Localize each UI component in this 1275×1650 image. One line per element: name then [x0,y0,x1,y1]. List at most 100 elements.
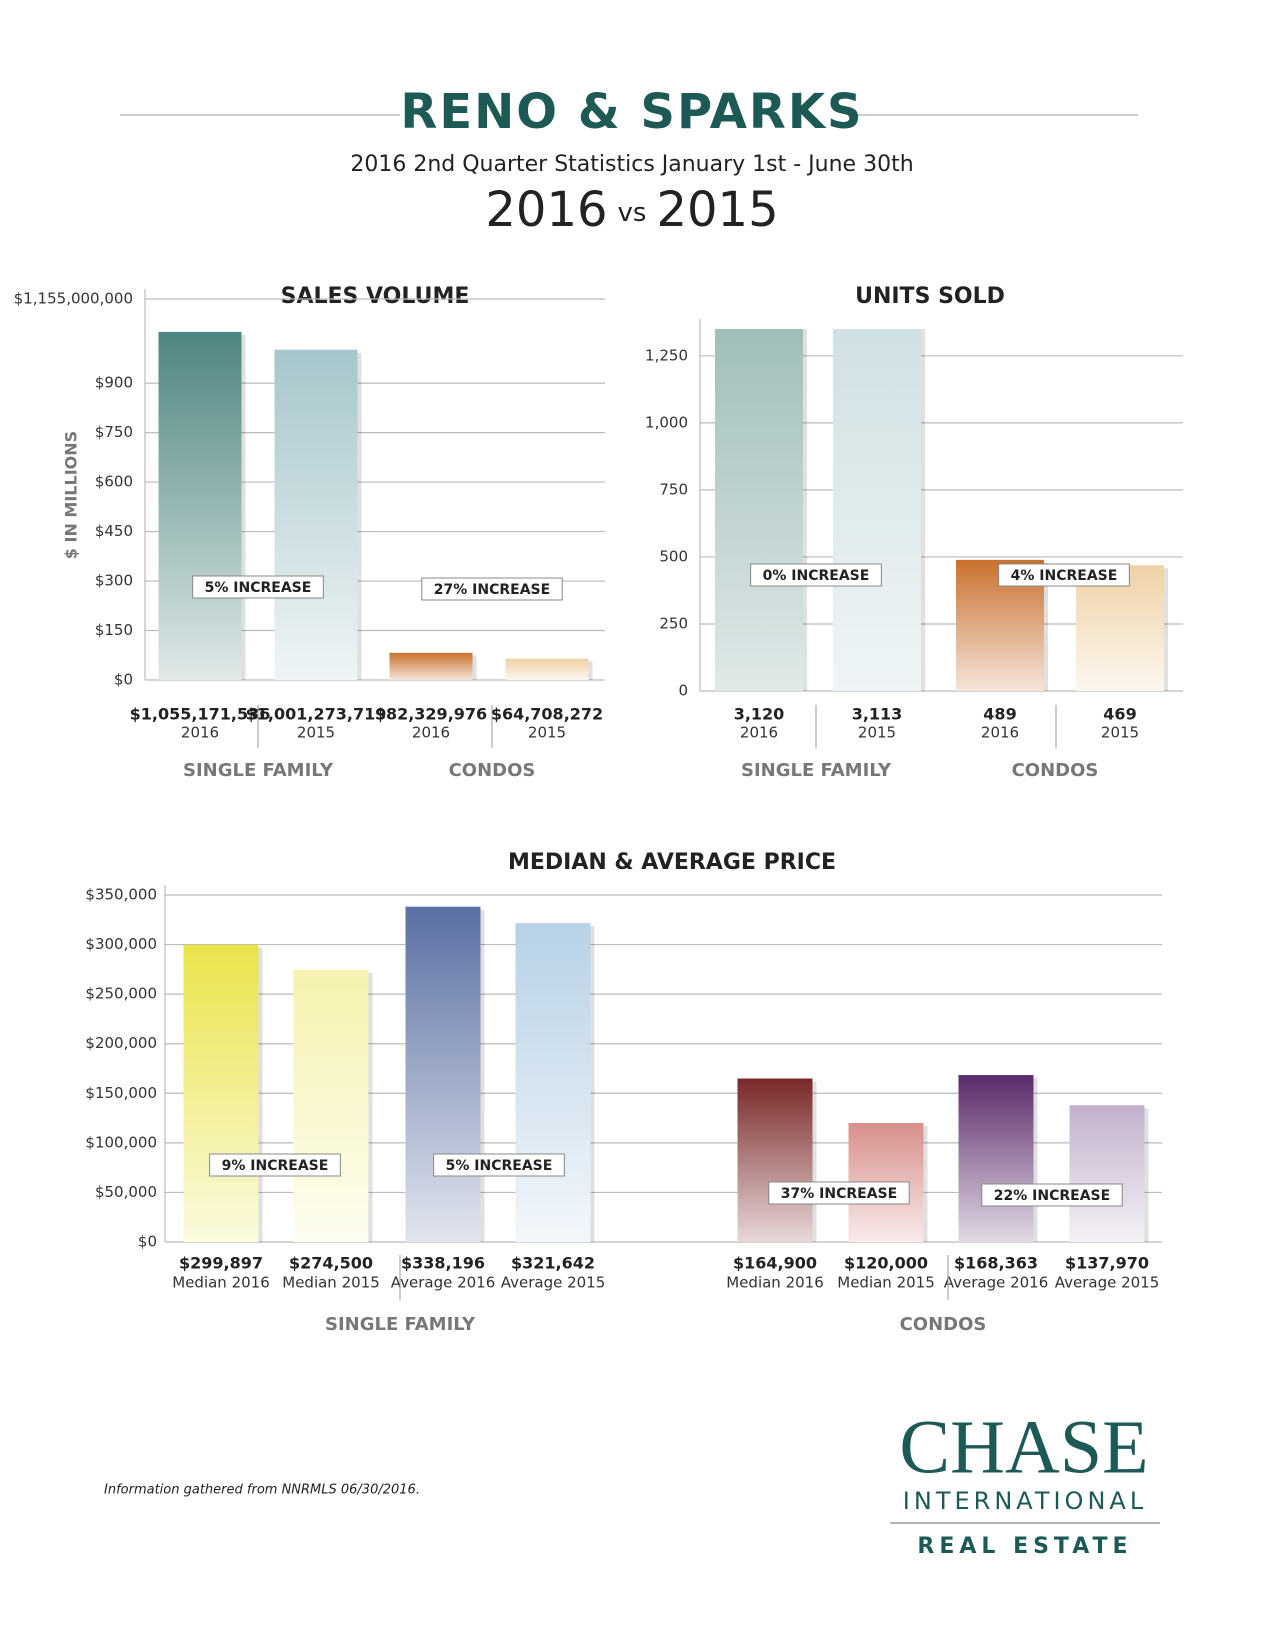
annotation: 4% INCREASE [1011,568,1118,584]
value-label: $338,196 [401,1254,485,1273]
y-tick-label: $600 [95,473,133,491]
y-tick-label: 1,000 [645,413,688,431]
bar [274,349,358,680]
chart-title: UNITS SOLD [855,284,1005,309]
value-label: $120,000 [844,1254,928,1273]
annotation-box [768,1181,910,1205]
x-tick-label: 2015 [858,724,896,742]
plot-area [715,329,1168,691]
y-tick-label: $50,000 [95,1183,157,1201]
value-label: $1,055,171,536 [130,705,271,724]
comparison-mid: vs [618,198,647,228]
footnote: Information gathered from NNRMLS 06/30/2… [104,1483,420,1498]
x-tick-label: 2016 [181,724,219,742]
annotation-box [981,1183,1123,1207]
x-tick-label: Median 2016 [726,1274,824,1292]
y-axis-label: $ IN MILLIONS [62,431,81,559]
x-tick-label: Median 2016 [172,1274,270,1292]
value-label: $321,642 [511,1254,595,1273]
value-label: $1,001,273,719 [246,705,387,724]
y-tick-label: $0 [114,671,133,689]
x-tick-label: Median 2015 [282,1274,380,1292]
y-tick-label: $0 [138,1233,157,1251]
group-label: SINGLE FAMILY [183,760,334,781]
x-tick-label: 2015 [297,724,335,742]
comparison-right: 2015 [656,182,778,238]
bar [737,1078,813,1242]
value-label: $64,708,272 [491,705,603,724]
y-tick-label: 250 [659,614,688,632]
annotation-box [998,563,1130,587]
y-tick-label: $350,000 [85,886,157,904]
x-tick-label: 2015 [1101,724,1139,742]
bar [293,969,369,1242]
chart-title: MEDIAN & AVERAGE PRICE [508,850,836,875]
value-label: 489 [983,705,1016,724]
chart-title: SALES VOLUME [281,284,470,309]
bar [389,652,473,680]
logo-tag: REAL ESTATE [917,1534,1132,1559]
y-tick-label: $300 [95,572,133,590]
group-label: SINGLE FAMILY [325,1314,476,1335]
value-label: $274,500 [289,1254,373,1273]
y-tick-label: $750 [95,423,133,441]
annotation-box [750,563,882,587]
group-label: CONDOS [900,1314,987,1335]
annotation: 5% INCREASE [446,1158,553,1174]
y-tick-label: $100,000 [85,1133,157,1151]
bar [505,658,589,680]
y-tick-label: 750 [659,480,688,498]
y-tick-label: $150 [95,621,133,639]
annotation-box [209,1153,341,1177]
y-tick-label: $450 [95,522,133,540]
bar [405,906,481,1242]
y-tick-label: $300,000 [85,935,157,953]
bar [1069,1105,1145,1242]
annotation-box [433,1153,565,1177]
annotation: 5% INCREASE [205,580,312,596]
title: RENO & SPARKS [400,84,863,140]
annotation: 0% INCREASE [763,568,870,584]
y-tick-label: $900 [95,374,133,392]
x-tick-label: Average 2015 [501,1274,606,1292]
bar [158,331,242,680]
value-label: $299,897 [179,1254,263,1273]
annotation-box [192,575,324,599]
annotation: 22% INCREASE [994,1188,1110,1204]
x-tick-label: Average 2016 [391,1274,496,1292]
annotation: 37% INCREASE [781,1186,897,1202]
value-label: 3,120 [734,705,785,724]
x-tick-label: 2016 [412,724,450,742]
annotation: 27% INCREASE [434,582,550,598]
group-label: CONDOS [1012,760,1099,781]
bar [833,329,921,691]
annotation: 9% INCREASE [222,1158,329,1174]
y-tick-label: $150,000 [85,1084,157,1102]
bar [515,923,591,1242]
value-label: $137,970 [1065,1254,1149,1273]
logo-sub: INTERNATIONAL [903,1487,1147,1515]
x-tick-label: 2016 [740,724,778,742]
x-tick-label: Average 2015 [1055,1274,1160,1292]
y-tick-label: 500 [659,547,688,565]
y-tick-label: $1,155,000,000 [14,290,133,308]
bar [715,329,803,691]
plot-area [158,331,593,680]
comparison: 2016 vs 2015 [485,182,778,238]
value-label: $168,363 [954,1254,1038,1273]
comparison-left: 2016 [485,182,607,238]
plot-area [183,906,1149,1242]
value-label: 3,113 [852,705,903,724]
annotation-box [421,577,563,601]
x-tick-label: 2016 [981,724,1019,742]
value-label: 469 [1103,705,1136,724]
y-tick-label: $250,000 [85,985,157,1003]
x-tick-label: Median 2015 [837,1274,935,1292]
logo-main: CHASE [899,1405,1148,1489]
group-label: CONDOS [449,760,536,781]
subtitle: 2016 2nd Quarter Statistics January 1st … [350,152,913,177]
x-tick-label: 2015 [528,724,566,742]
y-tick-label: $200,000 [85,1034,157,1052]
y-tick-label: 0 [678,682,688,700]
